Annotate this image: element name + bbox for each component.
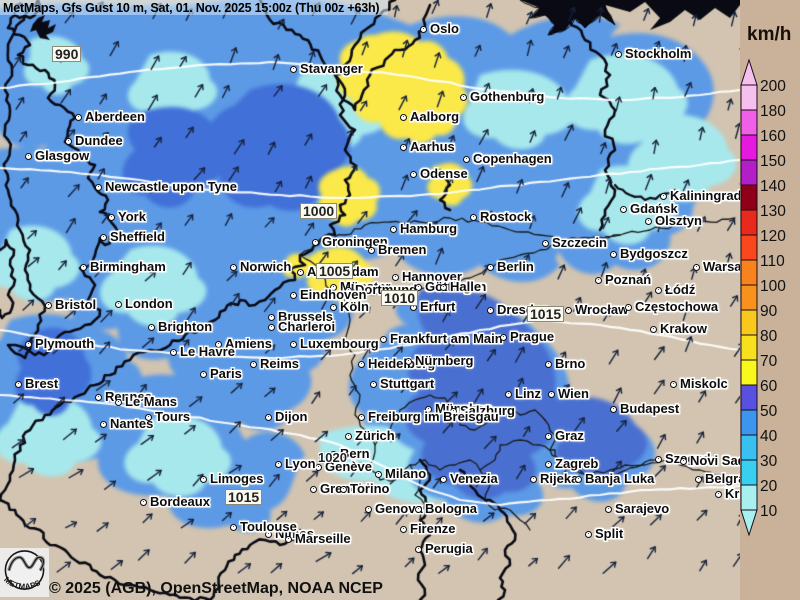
svg-text:160: 160 xyxy=(760,128,786,145)
svg-text:80: 80 xyxy=(760,328,778,345)
svg-text:km/h: km/h xyxy=(747,24,791,45)
svg-text:10: 10 xyxy=(760,503,778,520)
svg-text:100: 100 xyxy=(760,278,786,295)
svg-text:30: 30 xyxy=(760,453,778,470)
svg-text:70: 70 xyxy=(760,353,778,370)
svg-text:60: 60 xyxy=(760,378,778,395)
svg-text:140: 140 xyxy=(760,178,786,195)
svg-text:130: 130 xyxy=(760,203,786,220)
svg-text:120: 120 xyxy=(760,228,786,245)
svg-text:90: 90 xyxy=(760,303,778,320)
svg-text:180: 180 xyxy=(760,103,786,120)
svg-text:200: 200 xyxy=(760,78,786,95)
svg-text:20: 20 xyxy=(760,478,778,495)
svg-text:110: 110 xyxy=(760,253,785,270)
svg-text:50: 50 xyxy=(760,403,778,420)
svg-text:150: 150 xyxy=(760,153,786,170)
svg-text:40: 40 xyxy=(760,428,778,445)
